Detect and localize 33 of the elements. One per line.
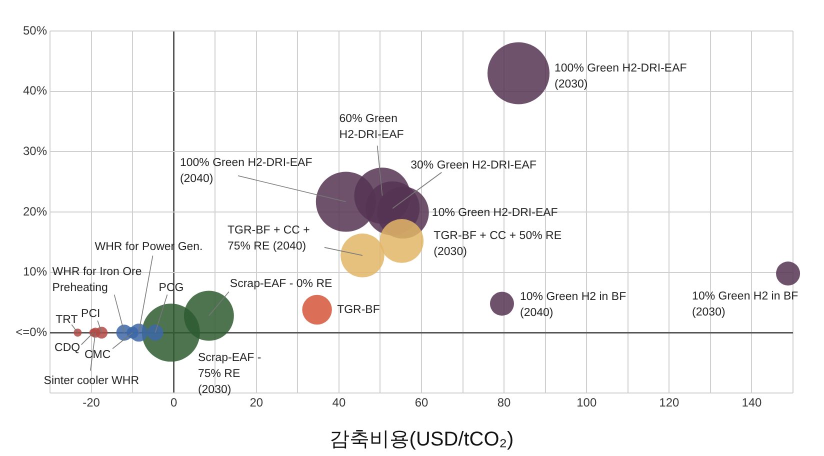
x-tick-label: -20 [82, 396, 100, 410]
y-tick-label: 50% [22, 23, 48, 38]
x-tick-label: 20 [250, 396, 264, 410]
x-tick-label: 60 [414, 396, 428, 410]
series-label: TRT [56, 314, 78, 326]
series-label: 10% Green H2 in BF (2030) [692, 290, 798, 319]
series-label: Scrap-EAF - 75% RE (2030) [198, 352, 262, 396]
x-tick-label: 100 [576, 396, 597, 410]
series-label: CDQ [54, 342, 80, 354]
text: WHR for Iron Ore Preheating [52, 266, 142, 294]
y-tick-label: <=0% [16, 324, 48, 339]
x-tick-label: 0 [170, 396, 178, 410]
y-tick-label: 20% [22, 204, 48, 218]
y-tick-label: 40% [22, 84, 48, 98]
series-label: 10% Green H2 in BF (2040) [520, 290, 626, 319]
text: 60% Green H2-DRI-EAF [339, 112, 404, 141]
series-label: PCI [81, 308, 100, 320]
text: Sinter cooler WHR [44, 374, 140, 387]
y-tick-label: 30% [22, 144, 48, 158]
text: TGR-BF + CC + 75% RE (2040) [227, 224, 310, 253]
series-label: 100% Green H2-DRI-EAF (2030) [554, 62, 687, 90]
series-label: Scrap-EAF - 0% RE [230, 278, 332, 290]
x-axis-title: 감축비용(USD/tCO₂) [329, 428, 514, 451]
series-label: TGR-BF + CC + 50% RE (2030) [434, 230, 562, 258]
x-tick-label: 120 [659, 396, 680, 410]
x-tick-label: 40 [332, 396, 346, 410]
series-label: 10% Green H2-DRI-EAF [432, 206, 558, 219]
series-label: 100% Green H2-DRI-EAF (2040) [180, 156, 312, 185]
series-label: TGR-BF [337, 304, 380, 316]
x-tick-label: 140 [742, 396, 762, 410]
series-label: 30% Green H2-DRI-EAF [410, 160, 537, 172]
x-tick-label: 80 [497, 396, 512, 410]
y-tick-label: 10% [22, 264, 48, 279]
